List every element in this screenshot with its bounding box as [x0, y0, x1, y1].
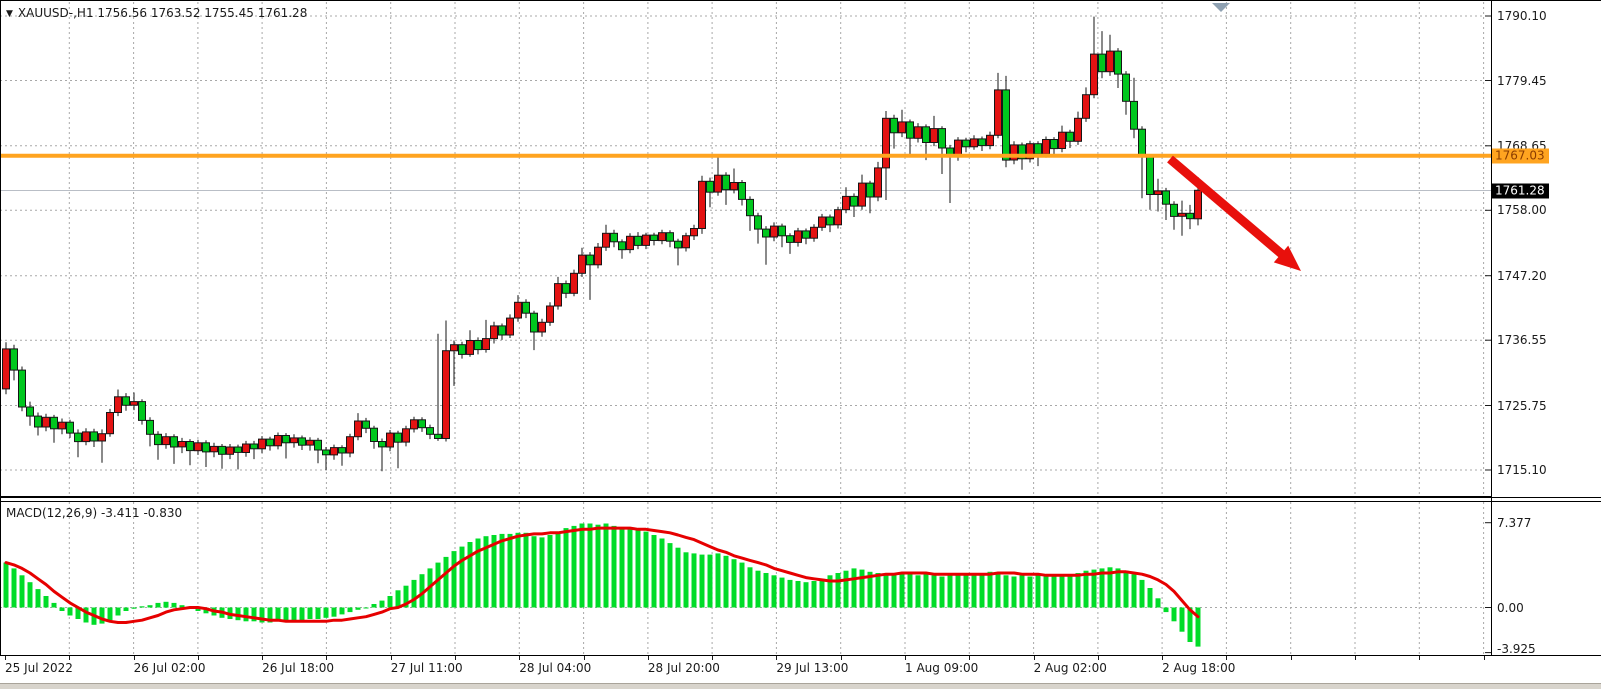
time-axis-label: 25 Jul 2022	[5, 661, 73, 675]
time-axis-tick	[1419, 656, 1421, 660]
macd-panel[interactable]	[0, 501, 1491, 656]
time-axis-tick	[262, 656, 264, 660]
price-axis-label: 1747.20	[1497, 268, 1547, 283]
chart-title-bar: ▼ XAUUSD-,H1 1756.56 1763.52 1755.45 1761…	[6, 6, 307, 20]
time-axis-tick	[647, 656, 649, 660]
candlestick-series[interactable]	[2, 16, 1202, 472]
macd-axis-label: 7.377	[1497, 515, 1532, 530]
time-axis-tick	[1355, 656, 1356, 660]
time-axis-tick	[1290, 656, 1292, 660]
window-bottom-edge	[0, 683, 1601, 689]
time-axis-tick	[712, 656, 714, 660]
time-axis-tick	[583, 656, 585, 660]
price-axis-label: 1736.55	[1497, 333, 1547, 348]
time-axis-label: 26 Jul 02:00	[133, 661, 206, 675]
time-axis-tick	[1226, 656, 1228, 660]
window-top-border	[0, 0, 1601, 1]
time-axis-tick	[905, 656, 906, 660]
time-axis-tick	[1483, 656, 1485, 660]
time-axis-tick	[197, 656, 199, 660]
panel-separator-bottom	[0, 501, 1601, 502]
time-axis-tick	[326, 656, 328, 660]
time-axis-tick	[1033, 656, 1035, 660]
time-axis-label: 2 Aug 18:00	[1162, 661, 1236, 675]
price-panel[interactable]	[0, 0, 1491, 499]
price-axis-label: 1715.10	[1497, 463, 1547, 477]
time-axis-tick	[69, 656, 71, 660]
time-axis-tick	[776, 656, 778, 660]
macd-axis-label: 0.00	[1497, 600, 1524, 615]
macd-indicator-label: MACD(12,26,9) -3.411 -0.830	[6, 506, 183, 520]
symbol-dropdown-icon[interactable]: ▼	[6, 9, 13, 19]
time-axis-label: 26 Jul 18:00	[262, 661, 335, 675]
time-axis-tick	[455, 656, 456, 660]
trend-arrow-annotation[interactable]	[1167, 155, 1301, 271]
price-axis-label: 1725.75	[1497, 398, 1547, 413]
time-axis-tick	[1162, 656, 1164, 660]
time-axis-label: 28 Jul 04:00	[519, 661, 592, 675]
time-axis-line	[0, 655, 1601, 656]
chart-shift-marker-icon[interactable]	[1212, 3, 1230, 12]
time-axis-tick	[390, 656, 392, 660]
panel-separator-top	[0, 497, 1601, 498]
price-axis-label: 1790.10	[1497, 9, 1547, 23]
time-axis-tick	[133, 656, 135, 660]
time-axis-label: 28 Jul 20:00	[647, 661, 720, 675]
time-axis-tick	[969, 656, 971, 660]
time-axis-tick	[519, 656, 521, 660]
grid-lines	[0, 2, 1491, 496]
macd-axis-label: -3.925	[1497, 642, 1536, 656]
time-axis-label: 2 Aug 02:00	[1033, 661, 1107, 675]
price-axis-label: 1758.00	[1497, 203, 1547, 218]
time-axis-label: 29 Jul 13:00	[776, 661, 849, 675]
orange-line-price-badge: 1767.03	[1492, 148, 1549, 164]
macd-signal-line	[4, 526, 1200, 624]
macd-histogram	[3, 523, 1201, 647]
time-axis-tick	[1097, 656, 1099, 660]
time-axis-label: 1 Aug 09:00	[905, 661, 979, 675]
current-price-badge: 1761.28	[1492, 183, 1549, 198]
chart-title: XAUUSD-,H1 1756.56 1763.52 1755.45 1761.…	[17, 6, 308, 20]
window-left-border	[0, 0, 1, 656]
time-axis-tick	[840, 656, 842, 660]
price-axis-line	[1491, 0, 1492, 656]
price-axis-label: 1779.45	[1497, 73, 1547, 88]
time-axis-tick	[5, 656, 6, 660]
time-axis-label: 27 Jul 11:00	[390, 661, 463, 675]
